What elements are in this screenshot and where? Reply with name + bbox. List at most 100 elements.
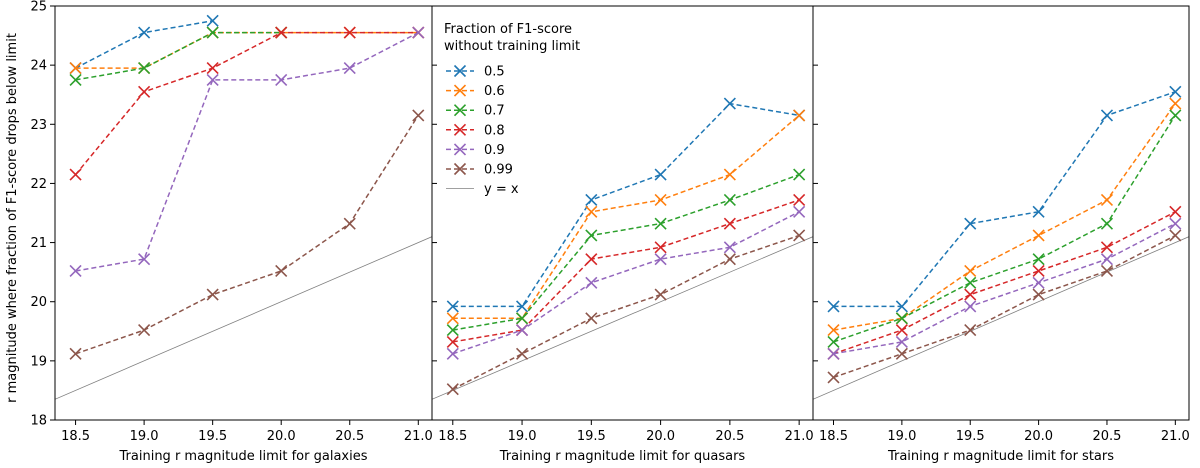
data-point-marker <box>895 335 908 348</box>
series-line <box>833 91 1176 308</box>
data-point-marker <box>206 288 219 301</box>
data-point-marker <box>1100 264 1114 278</box>
data-point-marker <box>1100 241 1114 254</box>
legend-entry: 0.7 <box>446 104 505 119</box>
data-point-marker <box>723 193 736 207</box>
series-line <box>833 222 1176 355</box>
x-tick-label: 19.5 <box>956 429 985 444</box>
x-tick-label: 21.0 <box>404 429 433 444</box>
data-point-marker <box>1032 253 1045 266</box>
legend-label: 0.8 <box>484 123 505 138</box>
y-tick-label: 22 <box>30 177 47 192</box>
series-line <box>833 114 1176 343</box>
data-point-marker <box>446 347 459 360</box>
series-0-8 <box>69 26 425 181</box>
legend-swatch-marker <box>453 84 467 97</box>
panel-quasars: 18.5 19.0 19.5 20.0 20.5 21.0 Training r magni… <box>431 5 814 464</box>
data-point-marker <box>1100 217 1114 230</box>
series-0-7 <box>446 168 806 337</box>
series-0-8 <box>827 205 1182 360</box>
data-point-marker <box>723 253 736 266</box>
y-tick-label: 19 <box>30 354 47 369</box>
data-point-marker <box>793 168 806 181</box>
data-point-marker <box>723 241 736 254</box>
data-point-marker <box>793 109 806 122</box>
series-0-7 <box>69 26 288 86</box>
series-line <box>833 211 1176 355</box>
legend-label: 0.6 <box>484 84 505 99</box>
series-line <box>75 20 213 69</box>
data-point-marker <box>654 168 667 181</box>
legend-swatch-marker <box>453 162 467 176</box>
data-point-marker <box>343 217 356 230</box>
y-tick-label: 21 <box>30 236 47 251</box>
panel-galaxies: 18.5 19.0 19.5 20.0 20.5 21.0 18 19 20 21 22 23 24 25… <box>30 0 432 464</box>
legend-swatch-marker <box>453 104 467 117</box>
data-point-marker <box>723 168 736 181</box>
reference-line-y-equals-x <box>432 236 813 400</box>
x-tick-label: 20.0 <box>646 429 675 444</box>
data-point-marker <box>964 288 977 301</box>
data-point-marker <box>1100 193 1114 207</box>
data-point-marker <box>1100 253 1114 266</box>
legend-swatch-marker <box>453 143 467 156</box>
series-0-99 <box>446 229 806 396</box>
data-point-marker <box>585 276 598 289</box>
data-point-marker <box>1169 97 1182 110</box>
legend-entry: 0.9 <box>446 143 505 158</box>
series-0-9 <box>446 205 806 360</box>
legend-title-line2: without training limit <box>444 39 580 54</box>
data-point-marker <box>723 217 736 230</box>
series-line <box>833 103 1176 331</box>
data-point-marker <box>206 14 219 27</box>
x-tick-label: 20.5 <box>1092 429 1121 444</box>
data-point-marker <box>827 347 840 360</box>
data-point-marker <box>585 312 598 325</box>
y-tick-label: 25 <box>30 0 47 15</box>
data-point-marker <box>895 347 908 360</box>
x-tick-label: 21.0 <box>785 429 814 444</box>
series-line <box>833 234 1176 379</box>
data-point-marker <box>446 300 459 313</box>
legend-entry: 0.6 <box>446 84 505 99</box>
legend-swatch-marker <box>453 123 467 136</box>
data-point-marker <box>446 312 459 325</box>
data-point-marker <box>206 26 219 39</box>
x-tick-label: 19.5 <box>577 429 606 444</box>
data-point-marker <box>793 229 806 242</box>
data-point-marker <box>412 26 425 39</box>
data-point-marker <box>895 312 908 325</box>
data-point-marker <box>793 205 806 218</box>
data-point-marker <box>138 324 151 337</box>
x-tick-label: 18.5 <box>61 429 90 444</box>
data-point-marker <box>446 335 459 348</box>
x-tick-label: 19.0 <box>887 429 916 444</box>
legend-entry: y = x <box>446 182 519 197</box>
series-line <box>452 173 800 331</box>
axes-frame <box>812 5 1190 421</box>
legend-label: 0.9 <box>484 143 505 158</box>
series-0-99 <box>69 109 425 360</box>
x-tick-label: 18.5 <box>438 429 467 444</box>
data-point-marker <box>827 300 840 313</box>
legend-title-line1: Fraction of F1-score <box>444 22 572 37</box>
data-point-marker <box>275 26 288 39</box>
data-point-marker <box>585 229 598 242</box>
x-tick-label: 19.5 <box>198 429 227 444</box>
series-line <box>75 31 282 81</box>
data-point-marker <box>654 253 667 266</box>
data-point-marker <box>1032 229 1045 242</box>
data-point-marker <box>585 205 598 218</box>
series-0-7 <box>827 109 1182 348</box>
data-point-marker <box>275 264 288 278</box>
series-line <box>75 31 419 272</box>
legend: Fraction of F1-score without training lim… <box>444 22 580 197</box>
series-0-9 <box>69 26 425 278</box>
data-point-marker <box>964 276 977 289</box>
data-point-marker <box>1032 288 1045 301</box>
legend-entry: 0.8 <box>446 123 505 138</box>
x-tick-label: 19.0 <box>508 429 537 444</box>
series-0-6 <box>827 97 1182 337</box>
reference-line-y-equals-x <box>813 236 1189 400</box>
